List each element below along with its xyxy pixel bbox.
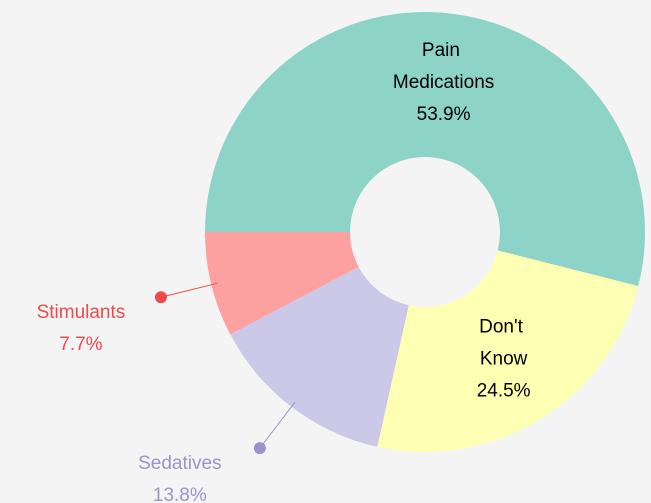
- value-label: 7.7%: [59, 334, 102, 355]
- slice: [205, 11, 646, 287]
- value-label: 53.9%: [417, 104, 471, 125]
- slice: [230, 266, 409, 447]
- leader-dot: [154, 291, 167, 304]
- slice-label: Pain Medications: [393, 40, 494, 93]
- slice: [205, 232, 359, 335]
- value-label: 24.5%: [477, 381, 531, 402]
- slice-label: Sedatives: [138, 453, 221, 474]
- slice-label: Don't Know: [479, 317, 528, 370]
- slice: [377, 250, 639, 452]
- leader-line: [259, 401, 296, 449]
- leader-line: [160, 282, 218, 298]
- slice-label: Stimulants: [37, 302, 126, 323]
- leader-dot: [253, 442, 266, 455]
- value-label: 13.8%: [153, 485, 207, 503]
